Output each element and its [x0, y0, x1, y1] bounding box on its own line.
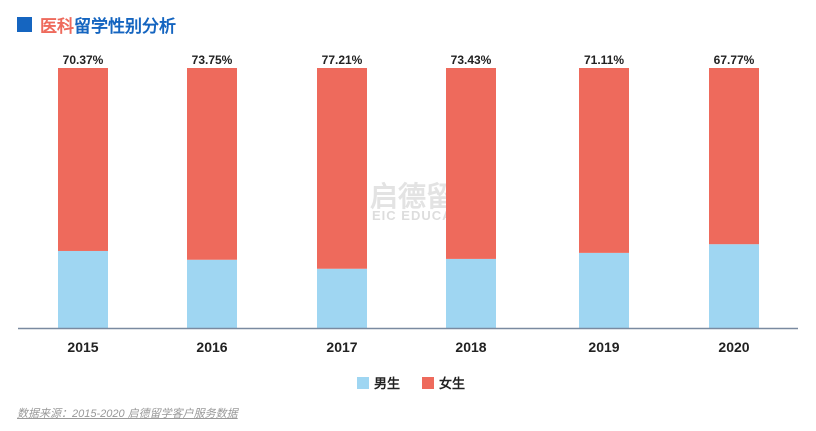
bar-female-2019: [579, 68, 629, 253]
title-part1: 医科: [40, 17, 74, 36]
bar-female-2016: [187, 68, 237, 260]
stacked-bar-chart: 29.63%70.37%201526.25%73.75%201622.79%77…: [18, 53, 798, 355]
x-tick-label-2017: 2017: [326, 339, 357, 355]
bar-male-2016: [187, 259, 237, 328]
data-label-female-2016: 73.75%: [192, 53, 233, 67]
data-label-female-2017: 77.21%: [322, 53, 363, 67]
bar-male-2015: [58, 250, 108, 328]
bar-female-2020: [709, 68, 759, 245]
bar-male-2019: [579, 252, 629, 328]
legend-male: 男生: [357, 373, 400, 392]
x-tick-label-2020: 2020: [718, 339, 749, 355]
legend: 男生 女生: [357, 373, 465, 392]
x-tick-label-2019: 2019: [588, 339, 619, 355]
bar-male-2018: [446, 258, 496, 328]
legend-female: 女生: [422, 373, 465, 392]
data-label-female-2020: 67.77%: [714, 53, 755, 67]
bar-female-2015: [58, 68, 108, 251]
bar-female-2018: [446, 68, 496, 259]
legend-swatch-male: [357, 377, 369, 389]
data-label-female-2019: 71.11%: [584, 53, 624, 67]
x-tick-label-2016: 2016: [196, 339, 227, 355]
x-tick-label-2018: 2018: [455, 339, 486, 355]
title-part2: 留学性别分析: [74, 17, 176, 36]
bar-female-2017: [317, 68, 367, 269]
data-label-female-2015: 70.37%: [63, 53, 104, 67]
legend-swatch-female: [422, 377, 435, 389]
title-marker-icon: [17, 17, 32, 32]
legend-label-male: 男生: [374, 376, 401, 391]
bar-male-2020: [709, 244, 759, 328]
data-label-female-2018: 73.43%: [451, 53, 492, 67]
x-tick-label-2015: 2015: [67, 339, 98, 355]
data-source: 数据来源：2015-2020 启德留学客户服务数据: [17, 408, 238, 420]
bar-male-2017: [317, 268, 367, 328]
chart-title: 医科 留学性别分析: [17, 12, 176, 37]
legend-label-female: 女生: [439, 376, 466, 391]
